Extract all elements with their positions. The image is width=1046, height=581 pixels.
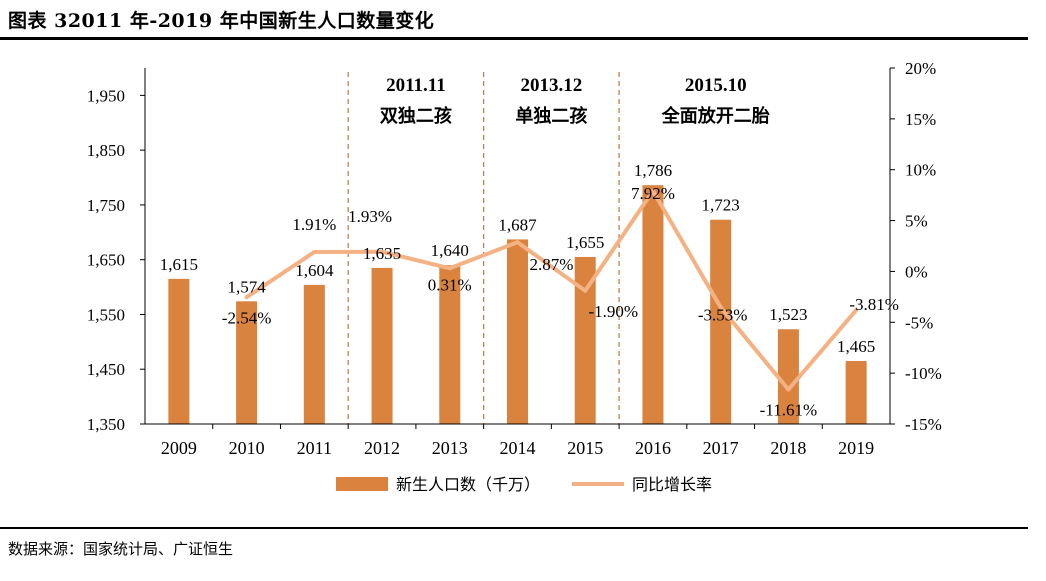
bar-value-label: 1,687 [498,215,537,234]
bar-2018 [777,329,799,424]
x-tick-label: 2017 [703,438,739,458]
source-note: 数据来源：国家统计局、广证恒生 [8,540,234,558]
growth-point [854,308,859,313]
policy-name: 单独二孩 [515,105,587,126]
policy-date: 2015.10 [685,75,747,96]
growth-point [718,305,723,310]
bar-2017 [710,219,732,424]
growth-point [583,288,588,293]
growth-value-label: 0.31% [428,275,472,294]
bar-value-label: 1,523 [769,305,807,324]
growth-point [244,295,249,300]
y-left-tick-label: 1,550 [87,305,125,324]
bar-value-label: 1,723 [702,196,740,215]
y-right-tick-label: 0% [905,262,928,281]
x-tick-label: 2013 [432,438,468,458]
x-tick-label: 2018 [770,438,806,458]
policy-name: 双独二孩 [380,105,452,126]
growth-point [515,240,520,245]
y-left-tick-label: 1,650 [87,251,125,270]
growth-value-label: -11.61% [760,401,817,420]
legend-label-line: 同比增长率 [632,476,712,494]
x-tick-label: 2011 [297,438,332,458]
growth-point [650,188,655,193]
x-tick-label: 2012 [364,438,400,458]
growth-value-label: -1.90% [588,302,638,321]
growth-value-label: 2.87% [530,255,574,274]
bar-2019 [845,361,867,424]
x-tick-label: 2014 [500,438,536,458]
figure-title: 图表 32011 年-2019 年中国新生人口数量变化 [8,10,435,32]
bar-2013 [439,265,461,424]
x-tick-label: 2016 [635,438,671,458]
growth-point [447,266,452,271]
legend-swatch-bar [336,477,388,491]
y-right-tick-label: 10% [905,161,936,180]
growth-point [380,249,385,254]
bar-value-label: 1,640 [431,241,469,260]
growth-value-label: -3.53% [698,305,748,324]
policy-date: 2013.12 [520,75,582,96]
bar-value-label: 1,615 [160,255,198,274]
y-right-tick-label: -10% [905,364,942,383]
growth-value-label: -2.54% [222,308,272,327]
bar-2015 [574,256,596,424]
growth-value-label: 1.91% [292,215,336,234]
bar-value-label: 1,635 [363,244,401,263]
x-tick-label: 2010 [229,438,265,458]
growth-value-label: 1.93% [348,207,392,226]
bottom-rule [0,527,1028,529]
y-right-tick-label: -15% [905,415,942,434]
y-left-tick-label: 1,750 [87,196,125,215]
y-left-tick-label: 1,450 [87,360,125,379]
y-left-tick-label: 1,950 [87,86,125,105]
bar-2014 [507,239,528,424]
y-right-tick-label: -5% [905,313,933,332]
policy-name: 全面放开二胎 [661,105,770,126]
y-right-tick-label: 20% [905,59,936,78]
bar-2011 [303,284,325,424]
growth-point [786,387,791,392]
x-tick-label: 2019 [838,438,874,458]
y-left-tick-label: 1,350 [87,415,125,434]
legend-label-bar: 新生人口数（千万） [396,476,540,494]
bar-value-label: 1,786 [634,161,672,180]
growth-value-label: -3.81% [849,295,899,314]
growth-line [245,188,858,392]
x-tick-label: 2015 [567,438,603,458]
top-rule [0,37,1028,40]
y-left-tick-label: 1,850 [87,141,125,160]
growth-point [312,250,317,255]
x-tick-label: 2009 [161,438,197,458]
bar-2016 [642,185,664,424]
policy-date: 2011.11 [386,75,446,96]
bar-value-label: 1,604 [295,261,334,280]
bar-2012 [371,267,393,424]
bar-2009 [168,278,190,424]
y-right-tick-label: 5% [905,212,928,231]
y-right-tick-label: 15% [905,110,936,129]
bar-2010 [236,301,258,424]
bar-value-label: 1,465 [837,337,875,356]
bar-value-label: 1,655 [566,233,604,252]
growth-value-label: 7.92% [631,184,675,203]
bar-value-label: 1,574 [227,277,266,296]
